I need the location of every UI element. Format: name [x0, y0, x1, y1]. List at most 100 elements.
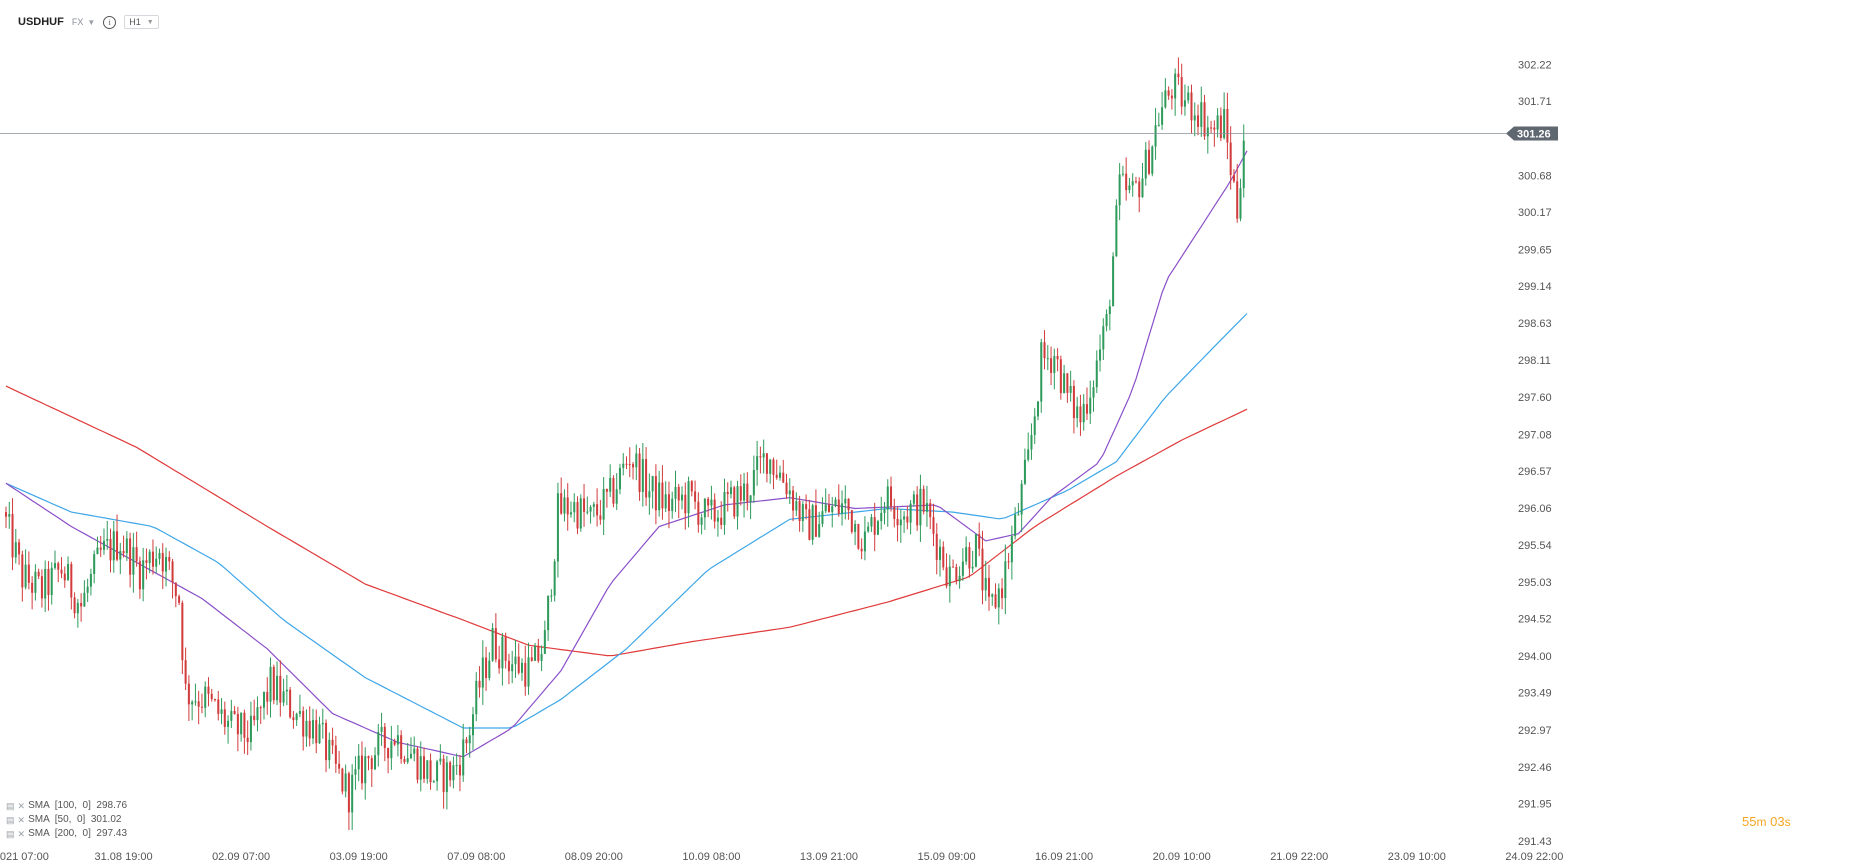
bull-candle [547, 595, 550, 641]
bear-candle [720, 501, 723, 530]
candle-body [210, 693, 213, 700]
candle-body [987, 578, 991, 597]
bull-candle [436, 759, 439, 791]
bear-candle [1072, 380, 1075, 434]
bear-candle [576, 496, 579, 535]
candle-body [60, 569, 63, 574]
candle-body [756, 456, 759, 470]
candle-body [262, 691, 266, 708]
candle-body [860, 548, 863, 552]
candle-body [788, 490, 791, 495]
bull-candle [142, 547, 145, 602]
candle-body [677, 486, 680, 501]
bull-candle [295, 712, 298, 726]
candle-body [458, 765, 461, 776]
candle-body [563, 497, 566, 514]
info-icon[interactable]: i [103, 15, 117, 29]
bull-candle [1164, 78, 1167, 109]
bear-candle [847, 498, 850, 520]
candle-body [347, 773, 350, 813]
candle-body [965, 547, 968, 562]
candle-body [694, 491, 697, 502]
bear-candle [632, 462, 635, 480]
legend-item[interactable]: ▤ ✕ SMA [50, 0] 301.02 [6, 813, 127, 827]
candle-body [269, 666, 272, 702]
close-icon[interactable]: ✕ [17, 829, 26, 839]
bull-candle [1242, 124, 1245, 198]
candle-body [752, 469, 755, 496]
bull-candle [674, 470, 677, 512]
y-tick-label: 301.71 [1518, 96, 1552, 108]
bear-candle [857, 523, 860, 550]
candle-body [462, 739, 465, 776]
x-tick-label: 30.08.2021 07:00 [0, 851, 49, 863]
legend-item[interactable]: ▤ ✕ SMA [200, 0] 297.43 [6, 827, 127, 841]
candle-body [664, 494, 667, 509]
bear-candle [315, 709, 318, 754]
candle-body [912, 494, 915, 504]
bear-candle [814, 489, 817, 537]
bear-candle [1043, 330, 1046, 370]
close-icon[interactable]: ✕ [17, 815, 26, 825]
candle-body [272, 666, 275, 701]
y-tick-label: 291.95 [1518, 799, 1552, 811]
candle-body [997, 588, 1000, 608]
bull-candle [439, 744, 442, 765]
bull-candle [380, 712, 383, 746]
candle-body [1056, 356, 1059, 360]
timeframe-select[interactable]: H1 ▼ [124, 15, 159, 29]
bull-candle [1161, 91, 1164, 130]
candle-body [534, 645, 537, 661]
candle-body [445, 762, 448, 793]
bear-candle [70, 561, 73, 610]
sma-100-line [5, 313, 1248, 729]
candle-body [618, 467, 621, 490]
candle-body [34, 571, 37, 593]
bear-candle [932, 503, 935, 547]
bear-candle [945, 553, 948, 589]
candle-body [687, 481, 690, 514]
bull-candle [321, 708, 324, 739]
bear-candle [253, 699, 256, 726]
candle-body [475, 680, 478, 715]
bull-candle [762, 439, 765, 474]
candle-body [638, 453, 641, 492]
settings-icon[interactable]: ▤ [6, 829, 15, 839]
bear-candle [654, 464, 657, 525]
bear-candle [360, 741, 363, 790]
bear-candle [1167, 86, 1170, 100]
candle-body [847, 498, 850, 511]
settings-icon[interactable]: ▤ [6, 815, 15, 825]
legend-label: SMA [200, 0] 297.43 [28, 828, 128, 839]
candle-body [439, 758, 442, 762]
bull-candle [618, 463, 621, 495]
candle-body [292, 717, 295, 721]
x-tick-label: 02.09 07:00 [212, 851, 270, 863]
symbol-label[interactable]: USDHUF [18, 16, 64, 28]
bear-candle [896, 506, 899, 542]
bear-candle [498, 645, 501, 674]
candle-body [67, 564, 70, 581]
close-icon[interactable]: ✕ [17, 801, 26, 811]
bear-candle [370, 755, 373, 788]
candle-body [498, 659, 501, 669]
candle-body [325, 722, 328, 761]
candle-body [1170, 95, 1173, 99]
bull-candle [681, 486, 684, 510]
candle-body [961, 561, 964, 576]
bull-candle [1121, 165, 1124, 177]
candle-body [524, 662, 527, 687]
candle-body [1242, 140, 1245, 189]
bull-candle [749, 494, 752, 520]
bear-candle [916, 486, 919, 531]
bull-candle [586, 496, 589, 515]
candle-body [165, 556, 168, 572]
candle-body [442, 758, 445, 793]
settings-icon[interactable]: ▤ [6, 801, 15, 811]
candle-body [360, 755, 363, 784]
candle-body [318, 724, 321, 744]
legend-item[interactable]: ▤ ✕ SMA [100, 0] 298.76 [6, 799, 127, 813]
candle-body [729, 487, 733, 495]
chevron-down-icon[interactable]: ▼ [87, 17, 96, 27]
